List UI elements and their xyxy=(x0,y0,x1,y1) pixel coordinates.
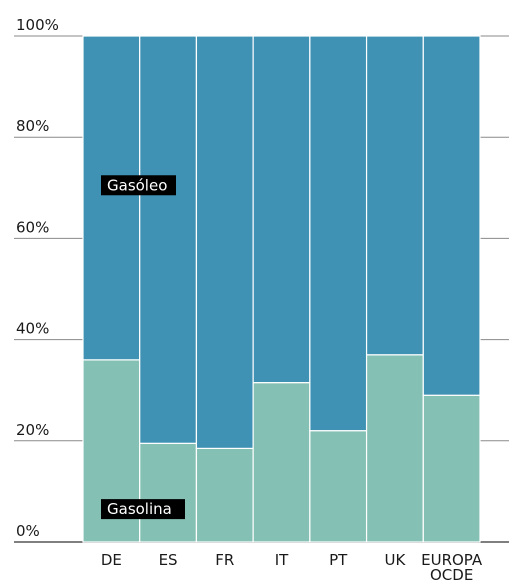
bar-segment xyxy=(139,35,198,444)
bar-segment xyxy=(252,382,311,543)
x-category-label: PT xyxy=(329,551,348,569)
bar-segment xyxy=(422,394,481,543)
x-category-label: DE xyxy=(101,551,122,569)
y-tick-label: 100% xyxy=(16,16,59,34)
bar-segment xyxy=(309,35,368,432)
x-category-label: EUROPA OCDE xyxy=(421,551,483,584)
series-label-box xyxy=(101,175,176,196)
x-category-label: FR xyxy=(215,551,234,569)
y-tick-label: 0% xyxy=(16,522,40,540)
bar-segment xyxy=(365,354,424,543)
bars xyxy=(82,35,481,543)
x-category-label: IT xyxy=(275,551,289,569)
bar-segment xyxy=(195,35,254,449)
bar-segment xyxy=(139,442,198,543)
y-tick-label: 80% xyxy=(16,117,49,135)
bar-segment xyxy=(195,447,254,543)
y-tick-label: 40% xyxy=(16,320,49,338)
series-label: Gasóleo xyxy=(101,175,176,196)
y-tick-label: 60% xyxy=(16,218,49,236)
bar-segment xyxy=(309,430,368,543)
x-category-label: ES xyxy=(159,551,178,569)
series-label-text: Gasóleo xyxy=(107,176,167,194)
bar-segment xyxy=(365,35,424,356)
series-label-box xyxy=(101,499,185,520)
y-axis-ticks: 0% 20% 40% 60% 80% 100% xyxy=(16,16,59,540)
series-labels: Gasolina Gasóleo xyxy=(101,175,185,520)
y-tick-label: 20% xyxy=(16,421,49,439)
bar-segment xyxy=(82,35,141,361)
series-label: Gasolina xyxy=(101,499,185,520)
x-category-label: UK xyxy=(385,551,407,569)
bar-segment xyxy=(422,35,481,396)
series-label-text: Gasolina xyxy=(107,500,172,518)
bar-segment xyxy=(252,35,311,384)
x-axis-labels: DE ES FR IT PT UK EUROPA OCDE xyxy=(101,551,483,584)
